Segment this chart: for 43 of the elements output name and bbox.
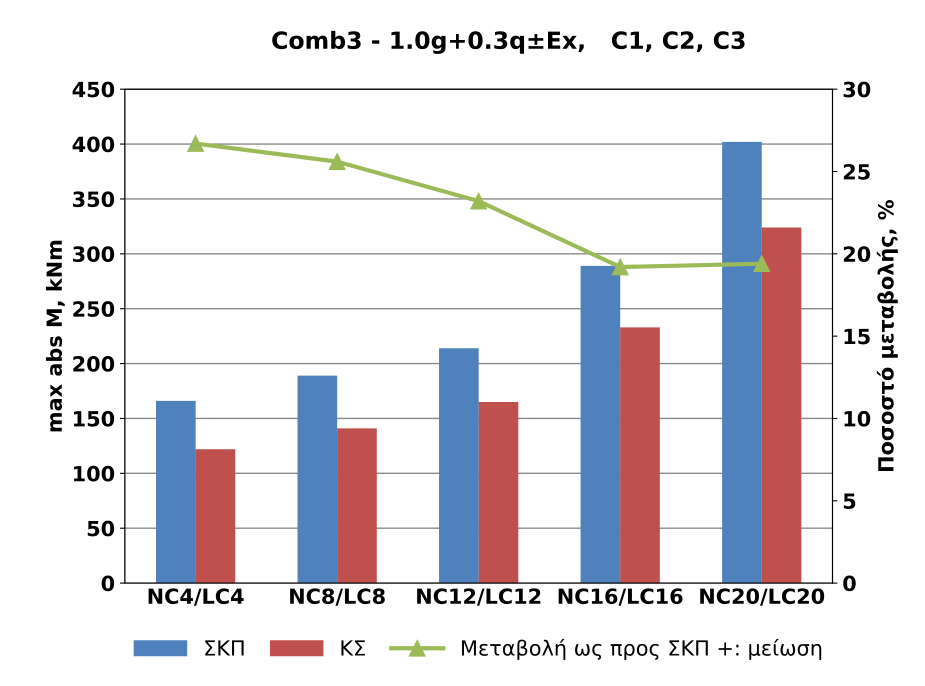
legend-label: ΣΚΠ: [205, 640, 244, 656]
x-tick-label: NC20/LC20: [700, 588, 824, 606]
y2-tick-label: 20: [844, 246, 870, 262]
y-tick-label: 350: [73, 191, 114, 208]
legend-label: Μεταβολή ως προς ΣΚΠ +: μείωση: [462, 638, 822, 660]
y-tick-label: 400: [72, 136, 114, 152]
y2-tick-label: 5: [844, 494, 856, 509]
bar: [762, 227, 802, 584]
x-tick-label: NC12/LC12: [417, 588, 540, 606]
y-tick-label: 450: [72, 82, 114, 98]
point: [753, 255, 770, 272]
x-tick-label: NC4/LC4: [148, 588, 244, 606]
bar: [156, 400, 196, 584]
bar: [196, 449, 236, 584]
point: [612, 258, 629, 276]
point: [328, 153, 346, 170]
legend-label: ΚΣ: [341, 640, 365, 656]
y2-tick-label: 30: [844, 82, 870, 98]
bar: [298, 376, 338, 584]
y2-tick-label: 0: [843, 576, 856, 592]
y2-tick-label: 15: [844, 328, 870, 344]
bar: [478, 402, 518, 584]
y-tick-label: 150: [74, 410, 114, 427]
chart-title: Comb3 - 1.0g+0.3q±Ex, C1, C2, C3: [272, 30, 745, 54]
bar: [439, 348, 479, 584]
bar: [620, 327, 660, 584]
bar: [580, 266, 620, 584]
x-tick-label: NC16/LC16: [558, 588, 683, 606]
x-tick-label: NC8/LC8: [290, 588, 385, 606]
y-tick-label: 250: [73, 301, 114, 317]
y2-axis-title: Ποσοστό μεταβολής, %: [876, 200, 898, 471]
bar: [337, 428, 377, 584]
point: [187, 135, 204, 152]
y-axis-title: max abs M, kNm: [46, 240, 65, 432]
point: [470, 192, 488, 210]
y2-tick-label: 25: [844, 164, 870, 180]
y-tick-label: 0: [102, 576, 114, 592]
y-tick-label: 300: [73, 246, 114, 262]
y2-tick-label: 10: [844, 410, 870, 427]
y-tick-label: 100: [74, 466, 114, 482]
y-tick-label: 200: [73, 356, 114, 372]
bar: [722, 142, 762, 584]
y-tick-label: 50: [88, 520, 114, 536]
